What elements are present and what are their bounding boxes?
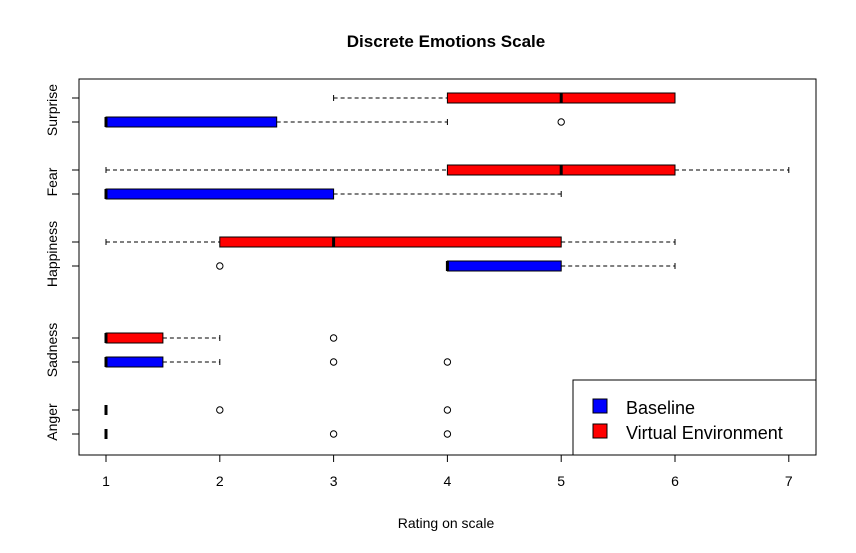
chart-title: Discrete Emotions Scale: [347, 32, 545, 51]
outlier-point: [557, 118, 565, 126]
legend-label-baseline: Baseline: [626, 398, 695, 418]
box-virtual-environment-happiness: [105, 236, 676, 248]
box-baseline-surprise: [104, 116, 565, 128]
legend-swatch-virtual-environment: [592, 423, 608, 439]
box-baseline-fear: [104, 188, 562, 200]
box-virtual-environment-fear: [105, 164, 790, 176]
box-baseline-happiness: [216, 260, 676, 272]
outlier-point: [329, 430, 338, 438]
legend: Baseline Virtual Environment: [572, 379, 817, 456]
outlier-point: [443, 406, 452, 414]
y-tick-label-surprise: Surprise: [44, 84, 60, 136]
iqr-box: [446, 260, 562, 272]
iqr-box: [105, 116, 278, 128]
x-tick-label-4: 4: [444, 473, 452, 489]
y-axis: Anger Sadness Happiness Fear Surprise: [44, 84, 80, 441]
x-tick-label-3: 3: [330, 473, 338, 489]
x-tick-label-7: 7: [785, 473, 793, 489]
outlier-point: [443, 430, 452, 438]
x-axis-label: Rating on scale: [398, 515, 495, 531]
x-tick-label-1: 1: [102, 473, 110, 489]
legend-label-virtual-environment: Virtual Environment: [626, 423, 783, 443]
box-layer: [104, 92, 790, 439]
y-tick-label-sadness: Sadness: [44, 323, 60, 377]
iqr-box: [105, 188, 335, 200]
outlier-point: [216, 262, 224, 270]
box-baseline-anger: [104, 429, 452, 439]
legend-box: [572, 379, 817, 456]
outlier-point: [329, 334, 338, 342]
x-tick-label-2: 2: [216, 473, 224, 489]
y-tick-label-anger: Anger: [44, 403, 60, 441]
x-tick-label-6: 6: [671, 473, 679, 489]
outlier-point: [329, 358, 338, 366]
iqr-box: [219, 236, 562, 248]
outlier-point: [216, 406, 224, 414]
box-virtual-environment-sadness: [104, 332, 338, 344]
y-tick-label-happiness: Happiness: [44, 221, 60, 287]
iqr-box: [105, 332, 164, 344]
iqr-box: [105, 356, 164, 368]
y-tick-label-fear: Fear: [44, 167, 60, 196]
box-virtual-environment-anger: [104, 405, 452, 415]
legend-swatch-baseline: [592, 398, 608, 414]
x-tick-label-5: 5: [557, 473, 565, 489]
box-virtual-environment-surprise: [333, 92, 676, 104]
outlier-point: [443, 358, 452, 366]
box-baseline-sadness: [104, 356, 452, 368]
